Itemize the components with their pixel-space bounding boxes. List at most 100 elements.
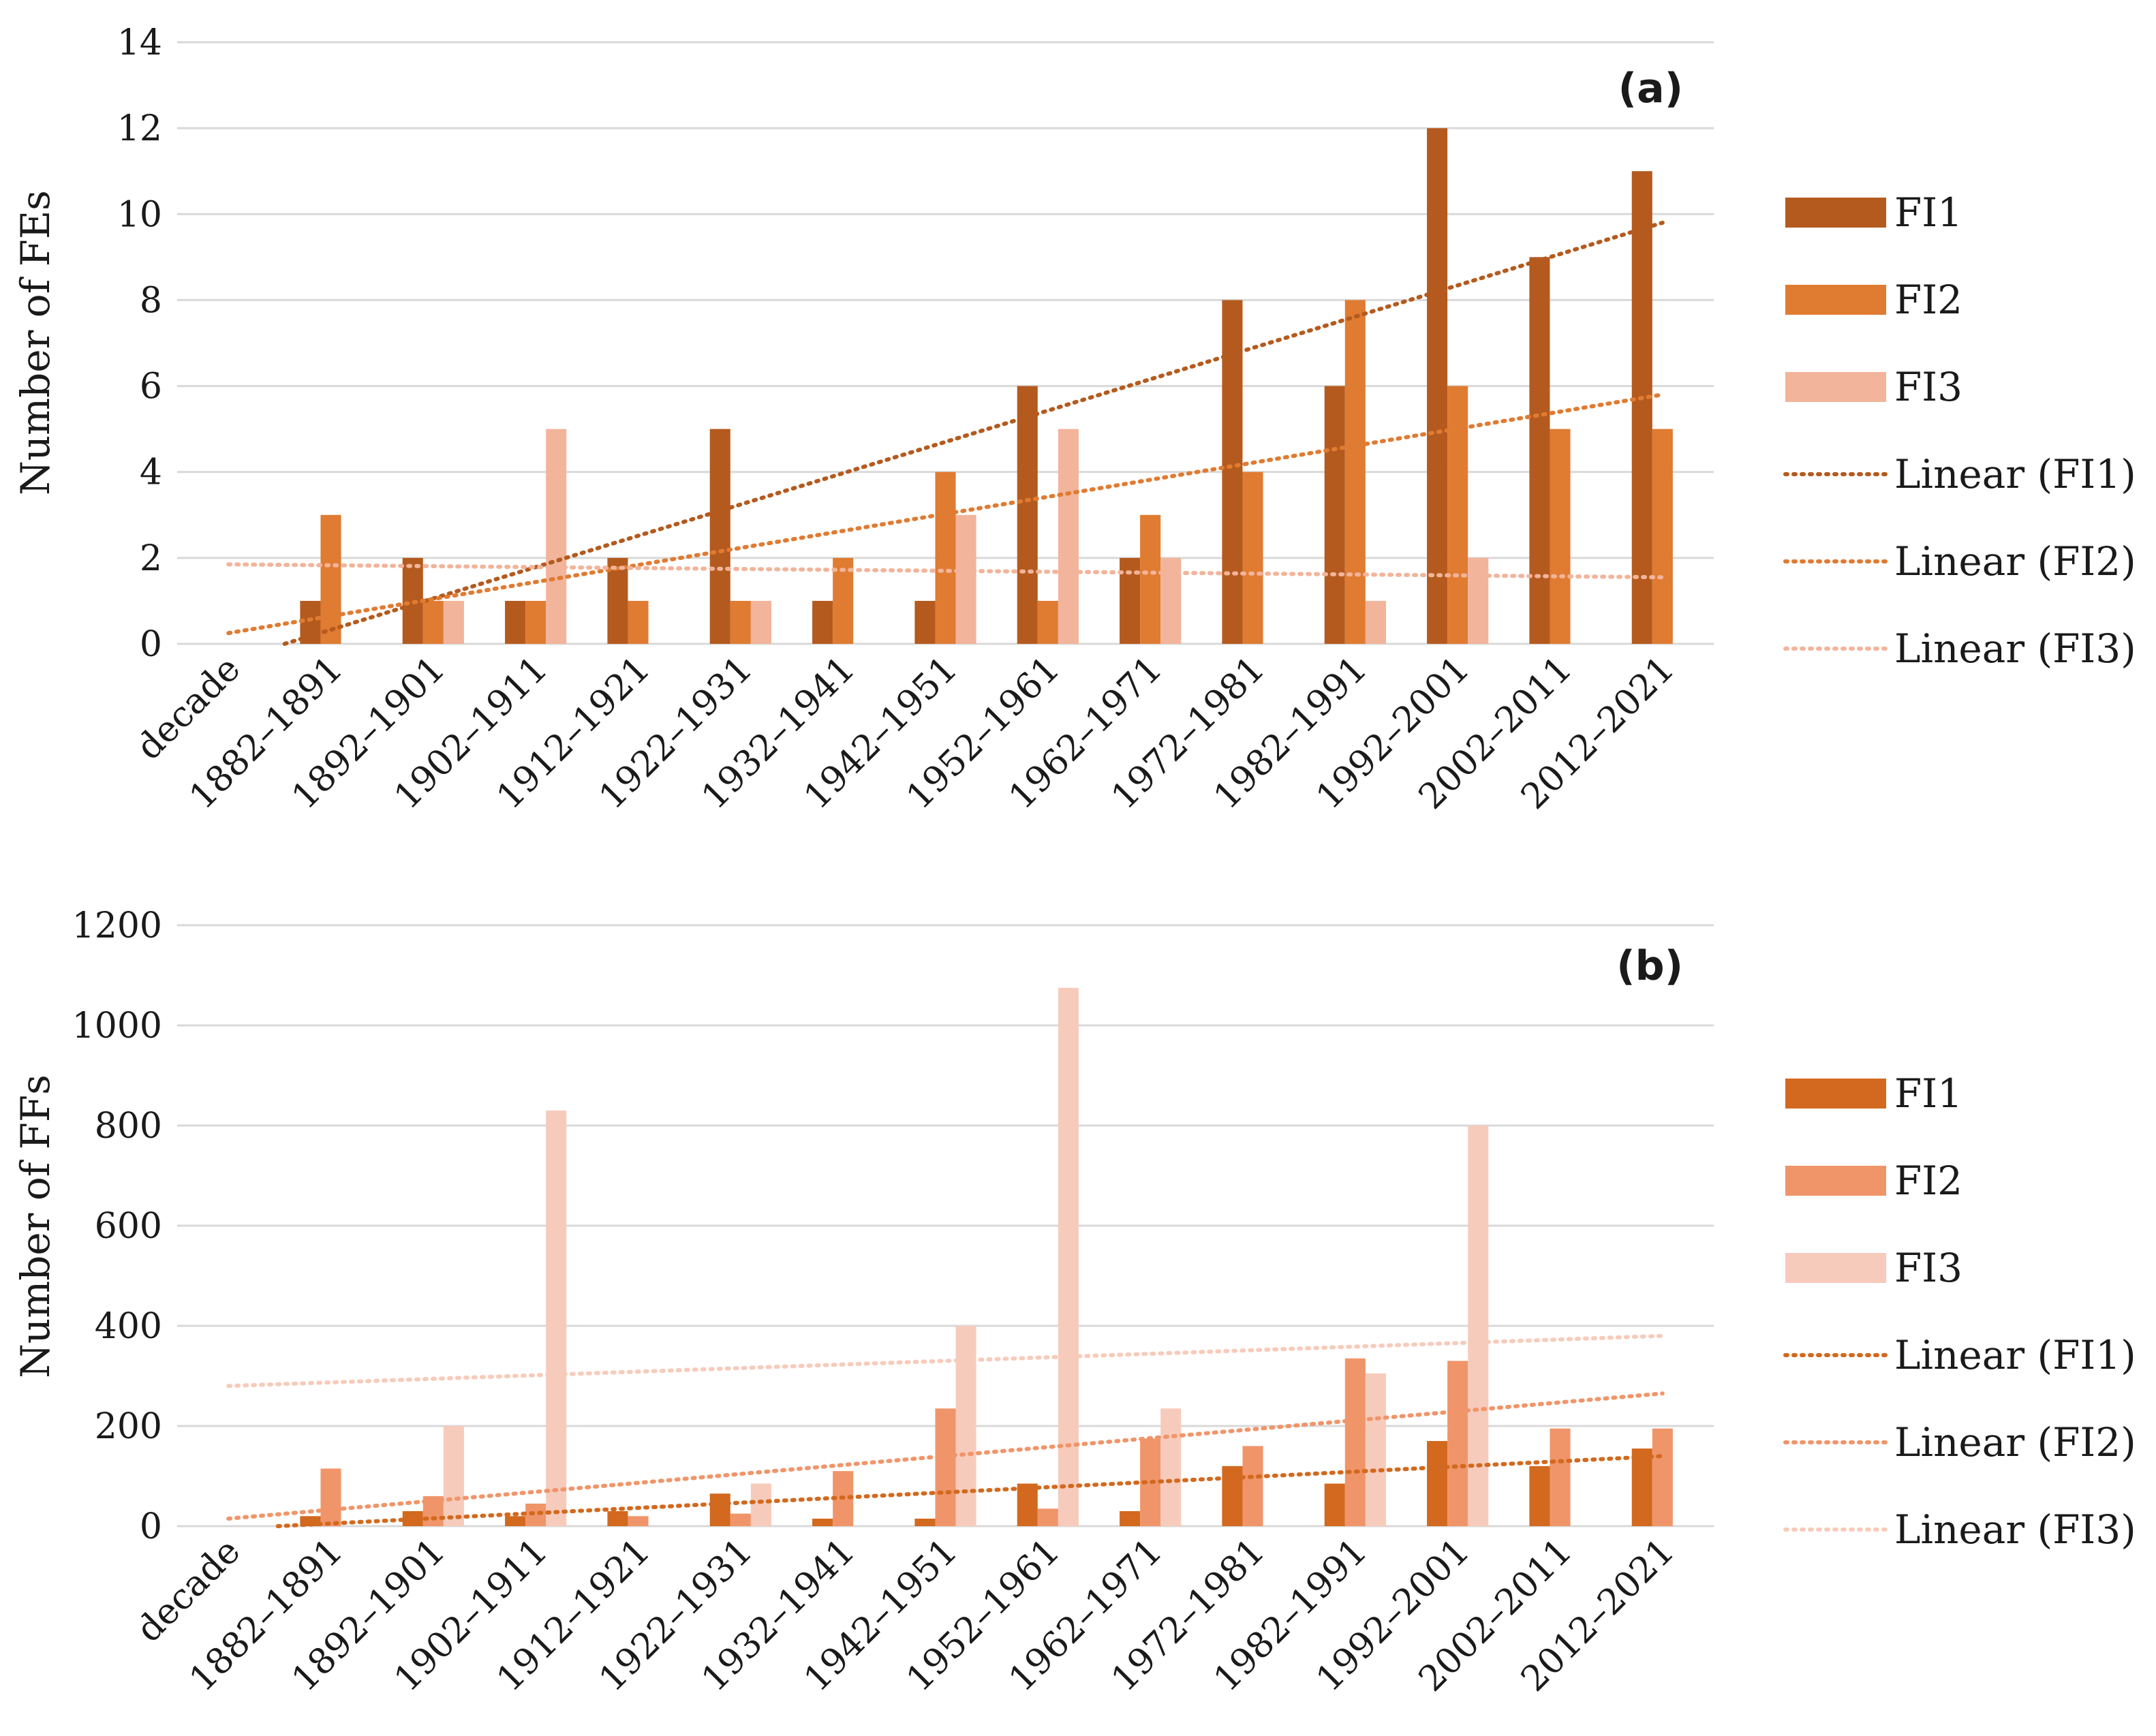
bar-fi1-10 xyxy=(1222,1466,1243,1526)
legend-label: Linear (FI3) xyxy=(1894,1506,2136,1553)
bar-fi3-8 xyxy=(1058,429,1079,644)
bar-fi3-12 xyxy=(1468,1126,1489,1526)
y-tick-label: 10 xyxy=(117,194,162,235)
bar-fi2-3 xyxy=(525,600,546,644)
bar-fi2-9 xyxy=(1140,514,1161,644)
bar-fi2-1 xyxy=(320,1468,341,1526)
bar-fi2-11 xyxy=(1344,1358,1366,1526)
bar-fi1-3 xyxy=(505,1516,526,1526)
bar-fi1-13 xyxy=(1529,1466,1550,1526)
bar-fi1-14 xyxy=(1631,171,1652,644)
legend-label: Linear (FI1) xyxy=(1894,451,2136,497)
y-tick-label: 1000 xyxy=(72,1006,162,1047)
bar-fi2-4 xyxy=(628,600,649,644)
legend-label: FI2 xyxy=(1894,277,1962,323)
y-axis-label: Number of FFs xyxy=(12,1074,59,1378)
trendline-3 xyxy=(226,1333,1665,1389)
y-tick-label: 800 xyxy=(95,1106,162,1147)
bar-fi2-10 xyxy=(1242,471,1263,644)
bar-fi1-8 xyxy=(1017,1483,1038,1526)
y-tick-label: 8 xyxy=(140,280,162,321)
bar-fi1-8 xyxy=(1017,386,1038,644)
bar-fi1-4 xyxy=(607,557,628,644)
bar-fi2-10 xyxy=(1242,1446,1263,1526)
y-tick-label: 200 xyxy=(95,1406,162,1447)
bar-fi1-5 xyxy=(709,1493,730,1526)
y-tick-label: 1200 xyxy=(72,905,162,946)
y-tick-label: 600 xyxy=(95,1206,162,1247)
bar-fi3-3 xyxy=(546,1110,567,1526)
bar-fi2-8 xyxy=(1037,600,1058,644)
bar-fi1-13 xyxy=(1529,257,1550,644)
bar-fi2-4 xyxy=(628,1516,649,1526)
y-tick-label: 6 xyxy=(140,367,162,407)
y-tick-label: 400 xyxy=(95,1306,162,1347)
bar-fi1-7 xyxy=(914,600,936,644)
trendline-3 xyxy=(226,562,1665,580)
bar-fi3-2 xyxy=(443,600,464,644)
trendline-2 xyxy=(226,392,1665,636)
bar-fi3-2 xyxy=(443,1426,464,1526)
legend-swatch-fi1 xyxy=(1785,1079,1886,1109)
bar-fi2-12 xyxy=(1447,1361,1468,1526)
bar-fi1-12 xyxy=(1427,128,1448,645)
bar-fi1-3 xyxy=(505,600,526,644)
y-tick-label: 12 xyxy=(117,108,162,149)
bar-fi3-7 xyxy=(955,1326,976,1526)
panel-label: (a) xyxy=(1618,65,1683,112)
bar-fi2-13 xyxy=(1550,1428,1571,1526)
bar-fi1-12 xyxy=(1427,1441,1448,1526)
bar-fi2-14 xyxy=(1652,429,1673,644)
bar-fi1-9 xyxy=(1120,1510,1141,1526)
bar-fi3-3 xyxy=(546,429,567,644)
bar-fi3-11 xyxy=(1365,600,1386,644)
bar-fi2-6 xyxy=(833,557,854,644)
bar-fi2-1 xyxy=(320,514,341,644)
y-tick-label: 14 xyxy=(117,22,162,63)
bar-fi2-13 xyxy=(1550,429,1571,644)
bar-fi2-14 xyxy=(1652,1428,1673,1526)
bar-fi3-8 xyxy=(1058,987,1079,1526)
bar-fi2-3 xyxy=(525,1503,546,1526)
bar-fi2-2 xyxy=(422,600,444,644)
bar-fi1-11 xyxy=(1324,1483,1345,1526)
bar-fi3-11 xyxy=(1365,1373,1386,1526)
trendline-1 xyxy=(282,220,1665,646)
y-tick-label: 4 xyxy=(140,452,162,493)
legend-swatch-fi3 xyxy=(1785,1253,1886,1283)
y-tick-label: 2 xyxy=(140,538,162,579)
bar-fi1-2 xyxy=(402,1510,423,1526)
trendline-2 xyxy=(226,1391,1665,1521)
legend-swatch-fi1 xyxy=(1785,198,1886,228)
bar-fi1-6 xyxy=(812,600,833,644)
legend-label: FI1 xyxy=(1894,1070,1962,1117)
bar-fi2-5 xyxy=(730,1513,751,1526)
bar-fi3-5 xyxy=(750,1483,771,1526)
bar-fi2-5 xyxy=(730,600,751,644)
bar-fi2-11 xyxy=(1344,300,1366,644)
bar-fi2-12 xyxy=(1447,386,1468,644)
trendline-1 xyxy=(275,1454,1665,1528)
bar-fi3-12 xyxy=(1468,557,1489,644)
legend-label: FI2 xyxy=(1894,1158,1962,1204)
legend-label: Linear (FI1) xyxy=(1894,1332,2136,1378)
legend-label: FI1 xyxy=(1894,189,1962,236)
bar-fi1-14 xyxy=(1631,1448,1652,1526)
panel-label: (b) xyxy=(1616,942,1683,990)
bar-fi1-7 xyxy=(914,1518,936,1526)
legend-label: Linear (FI2) xyxy=(1894,538,2136,585)
bar-fi3-9 xyxy=(1160,1408,1182,1526)
bar-fi3-7 xyxy=(955,514,976,644)
bar-fi3-5 xyxy=(750,600,771,644)
y-axis-label: Number of FEs xyxy=(12,190,59,495)
y-tick-label: 0 xyxy=(140,624,162,665)
legend-label: Linear (FI3) xyxy=(1894,625,2136,672)
bar-fi1-11 xyxy=(1324,386,1345,644)
legend-swatch-fi2 xyxy=(1785,285,1886,315)
bar-fi2-7 xyxy=(935,471,956,644)
legend-label: FI3 xyxy=(1894,364,1962,410)
bar-fi1-4 xyxy=(607,1510,628,1526)
bar-fi1-6 xyxy=(812,1518,833,1526)
